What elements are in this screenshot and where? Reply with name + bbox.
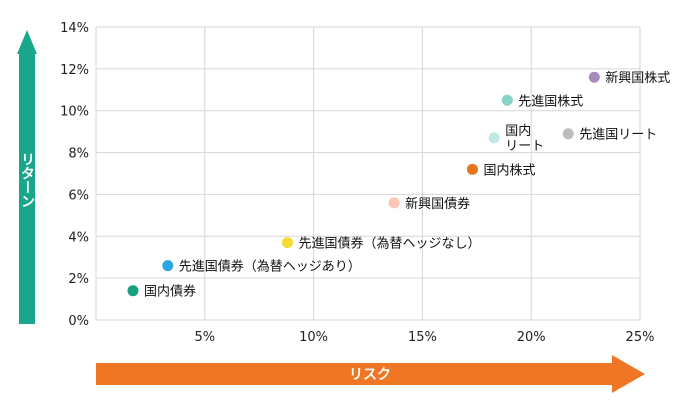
data-point [127,285,139,297]
point-label: 先進国債券（為替ヘッジあり） [179,259,361,275]
data-point [501,94,513,106]
x-axis-label: リスク [349,367,391,383]
risk-arrow-icon [96,355,645,393]
x-tick-label: 5% [194,330,215,345]
point-label: 国内株式 [483,162,535,178]
data-point [562,128,574,140]
y-tick-label: 14% [60,21,89,36]
point-label: 国内リート [505,123,544,154]
point-label: 新興国債券 [405,196,470,212]
risk-axis-arrow: リスク [96,355,645,393]
y-tick-label: 6% [68,188,89,203]
y-tick-label: 10% [60,105,89,120]
y-axis-ticks: 0% 2% 4% 6% 8% 10% 12% 14% [60,21,89,329]
y-tick-label: 0% [68,314,89,329]
x-tick-label: 15% [408,330,437,345]
point-label: 先進国株式 [518,94,583,109]
data-point [388,197,400,209]
point-labels: 国内債券 先進国債券（為替ヘッジあり） 先進国債券（為替ヘッジなし） 新興国債券 国内株… [144,70,670,299]
data-point [588,71,600,83]
y-tick-label: 4% [68,230,89,245]
point-label: 新興国株式 [605,70,670,86]
y-tick-label: 12% [60,63,89,78]
point-label: 先進国リート [579,128,657,143]
return-axis-arrow: リターン [14,30,40,324]
return-arrow-icon [14,30,40,324]
point-label: 先進国債券（為替ヘッジなし） [298,236,480,252]
y-axis-label: リターン [19,152,35,208]
data-point [466,163,478,175]
x-tick-label: 10% [299,330,328,345]
y-tick-label: 2% [68,272,89,287]
data-point [281,237,293,249]
grid [95,26,641,321]
x-axis-ticks: 5% 10% 15% 20% 25% [194,330,654,345]
point-label: 国内債券 [144,284,196,300]
x-tick-label: 20% [517,330,546,345]
x-tick-label: 25% [626,330,655,345]
data-point [162,260,174,272]
y-tick-label: 8% [68,147,89,162]
data-point [488,132,500,144]
data-points [127,71,600,297]
